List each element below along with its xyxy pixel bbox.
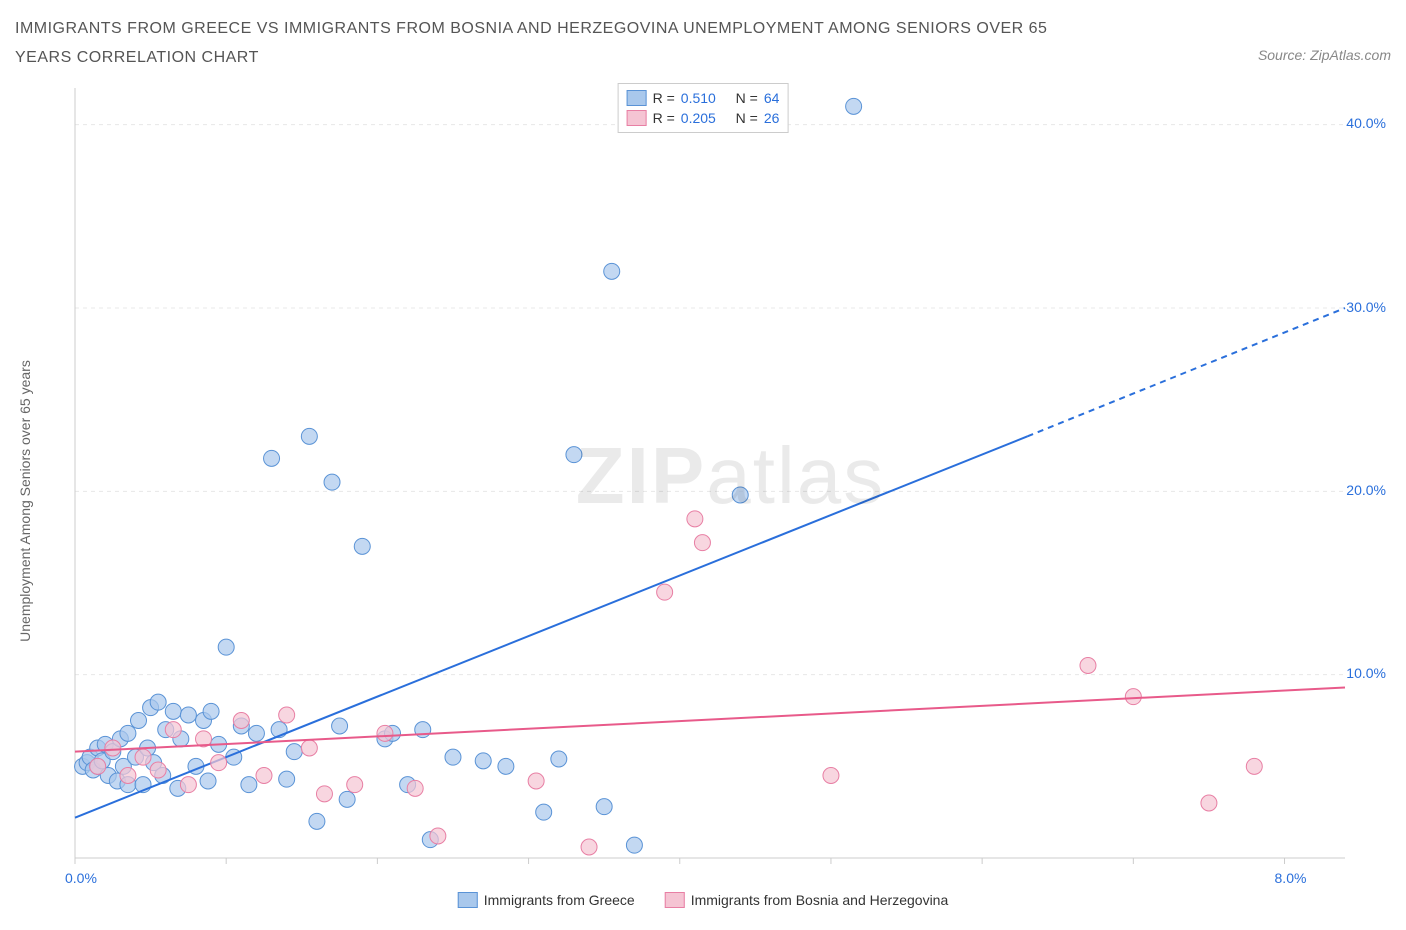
x-tick-label: 0.0%: [65, 870, 97, 886]
series-name: Immigrants from Greece: [484, 892, 635, 908]
scatter-plot: [15, 78, 1391, 888]
y-tick-label: 30.0%: [1346, 299, 1386, 315]
n-label: N =: [736, 110, 758, 126]
legend-swatch: [458, 892, 478, 908]
chart-title: IMMIGRANTS FROM GREECE VS IMMIGRANTS FRO…: [15, 15, 1065, 73]
correlation-legend: R = 0.510 N = 64 R = 0.205 N = 26: [618, 83, 789, 133]
n-label: N =: [736, 90, 758, 106]
legend-swatch: [627, 90, 647, 106]
y-tick-label: 20.0%: [1346, 482, 1386, 498]
chart-container: Unemployment Among Seniors over 65 years…: [15, 78, 1391, 908]
source-label: Source: ZipAtlas.com: [1258, 47, 1391, 73]
series-name: Immigrants from Bosnia and Herzegovina: [691, 892, 949, 908]
series-legend: Immigrants from Greece Immigrants from B…: [458, 892, 949, 908]
r-value: 0.510: [681, 90, 716, 106]
n-value: 64: [764, 90, 780, 106]
y-axis-label: Unemployment Among Seniors over 65 years: [17, 360, 33, 642]
y-tick-label: 40.0%: [1346, 115, 1386, 131]
n-value: 26: [764, 110, 780, 126]
r-value: 0.205: [681, 110, 716, 126]
y-tick-label: 10.0%: [1346, 665, 1386, 681]
x-tick-label: 8.0%: [1275, 870, 1307, 886]
r-label: R =: [653, 110, 675, 126]
legend-swatch: [627, 110, 647, 126]
legend-swatch: [665, 892, 685, 908]
r-label: R =: [653, 90, 675, 106]
